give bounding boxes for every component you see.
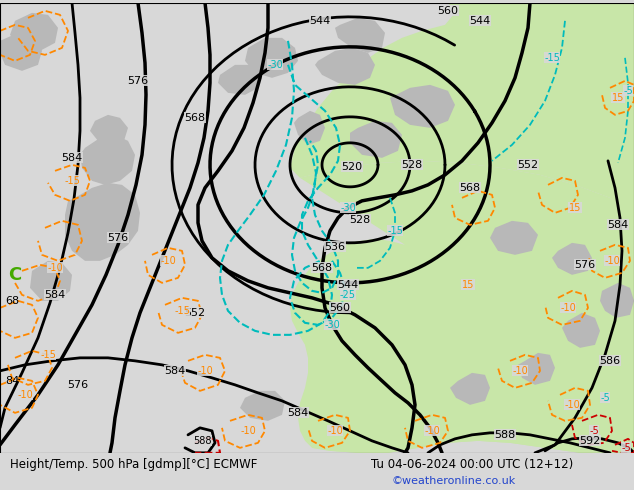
- Polygon shape: [90, 115, 128, 145]
- Polygon shape: [30, 261, 72, 301]
- Polygon shape: [290, 161, 634, 453]
- Text: -10: -10: [327, 426, 343, 436]
- Polygon shape: [0, 33, 42, 71]
- Text: 560: 560: [330, 303, 351, 313]
- Text: -30: -30: [324, 320, 340, 330]
- Text: 588: 588: [193, 436, 211, 446]
- Polygon shape: [490, 221, 538, 255]
- Text: 584: 584: [164, 366, 186, 376]
- Text: ©weatheronline.co.uk: ©weatheronline.co.uk: [392, 476, 516, 486]
- Polygon shape: [65, 183, 140, 261]
- Polygon shape: [240, 391, 285, 421]
- Text: -15: -15: [387, 226, 403, 236]
- Text: -10: -10: [160, 256, 176, 266]
- Text: 584: 584: [607, 220, 629, 230]
- Polygon shape: [518, 353, 555, 385]
- Text: -10: -10: [17, 390, 33, 400]
- Text: 568: 568: [184, 113, 205, 123]
- Text: 84: 84: [5, 376, 19, 386]
- Text: -30: -30: [340, 203, 356, 213]
- Text: 536: 536: [325, 242, 346, 252]
- Polygon shape: [218, 65, 260, 95]
- Text: -5: -5: [623, 86, 633, 96]
- Polygon shape: [294, 111, 325, 145]
- Text: -30: -30: [267, 60, 283, 70]
- Text: -5: -5: [621, 443, 631, 453]
- Polygon shape: [562, 313, 600, 348]
- Text: -5: -5: [600, 393, 610, 403]
- Text: 584: 584: [287, 408, 309, 418]
- Text: -15: -15: [40, 350, 56, 360]
- Polygon shape: [290, 3, 634, 213]
- Polygon shape: [600, 283, 634, 318]
- Text: 15: 15: [612, 93, 624, 103]
- Text: 576: 576: [107, 233, 129, 243]
- Text: -10: -10: [560, 303, 576, 313]
- Polygon shape: [10, 13, 58, 51]
- Text: 15: 15: [569, 203, 581, 213]
- Polygon shape: [312, 425, 634, 453]
- Text: 544: 544: [469, 16, 491, 26]
- Polygon shape: [450, 373, 490, 405]
- Text: 528: 528: [349, 215, 371, 225]
- Text: 576: 576: [574, 260, 595, 270]
- Text: 560: 560: [437, 6, 458, 16]
- Text: C: C: [8, 266, 22, 284]
- Text: 584: 584: [44, 290, 66, 300]
- Text: -10: -10: [604, 256, 620, 266]
- Text: -10: -10: [424, 426, 440, 436]
- Text: Height/Temp. 500 hPa [gdmp][°C] ECMWF: Height/Temp. 500 hPa [gdmp][°C] ECMWF: [10, 458, 257, 471]
- Text: -10: -10: [197, 366, 213, 376]
- Text: -25: -25: [340, 290, 356, 300]
- Text: 576: 576: [67, 380, 89, 390]
- Text: -10: -10: [564, 400, 580, 410]
- Text: 588: 588: [495, 430, 515, 440]
- Text: -10: -10: [47, 263, 63, 273]
- Text: 544: 544: [309, 16, 330, 26]
- Text: -5: -5: [589, 426, 599, 436]
- Text: -15: -15: [544, 53, 560, 63]
- Polygon shape: [335, 18, 385, 53]
- Text: 552: 552: [517, 160, 538, 170]
- Text: 568: 568: [460, 183, 481, 193]
- Text: 552: 552: [184, 308, 205, 318]
- Polygon shape: [552, 243, 592, 275]
- Polygon shape: [245, 38, 298, 78]
- Polygon shape: [80, 135, 135, 185]
- Text: 568: 568: [311, 263, 333, 273]
- Text: -15: -15: [64, 176, 80, 186]
- Text: 592: 592: [579, 436, 600, 446]
- Text: -10: -10: [512, 366, 528, 376]
- Text: 68: 68: [5, 296, 19, 306]
- Text: 15: 15: [462, 280, 474, 290]
- Text: -15: -15: [174, 306, 190, 316]
- Text: 544: 544: [337, 280, 359, 290]
- Text: 520: 520: [342, 162, 363, 172]
- Polygon shape: [390, 85, 455, 128]
- Text: 576: 576: [127, 76, 148, 86]
- Text: 528: 528: [401, 160, 423, 170]
- Text: Tu 04-06-2024 00:00 UTC (12+12): Tu 04-06-2024 00:00 UTC (12+12): [371, 458, 573, 471]
- Text: -10: -10: [240, 426, 256, 436]
- Text: 586: 586: [599, 356, 621, 366]
- Polygon shape: [350, 121, 402, 158]
- Text: 584: 584: [61, 153, 82, 163]
- Polygon shape: [315, 48, 375, 85]
